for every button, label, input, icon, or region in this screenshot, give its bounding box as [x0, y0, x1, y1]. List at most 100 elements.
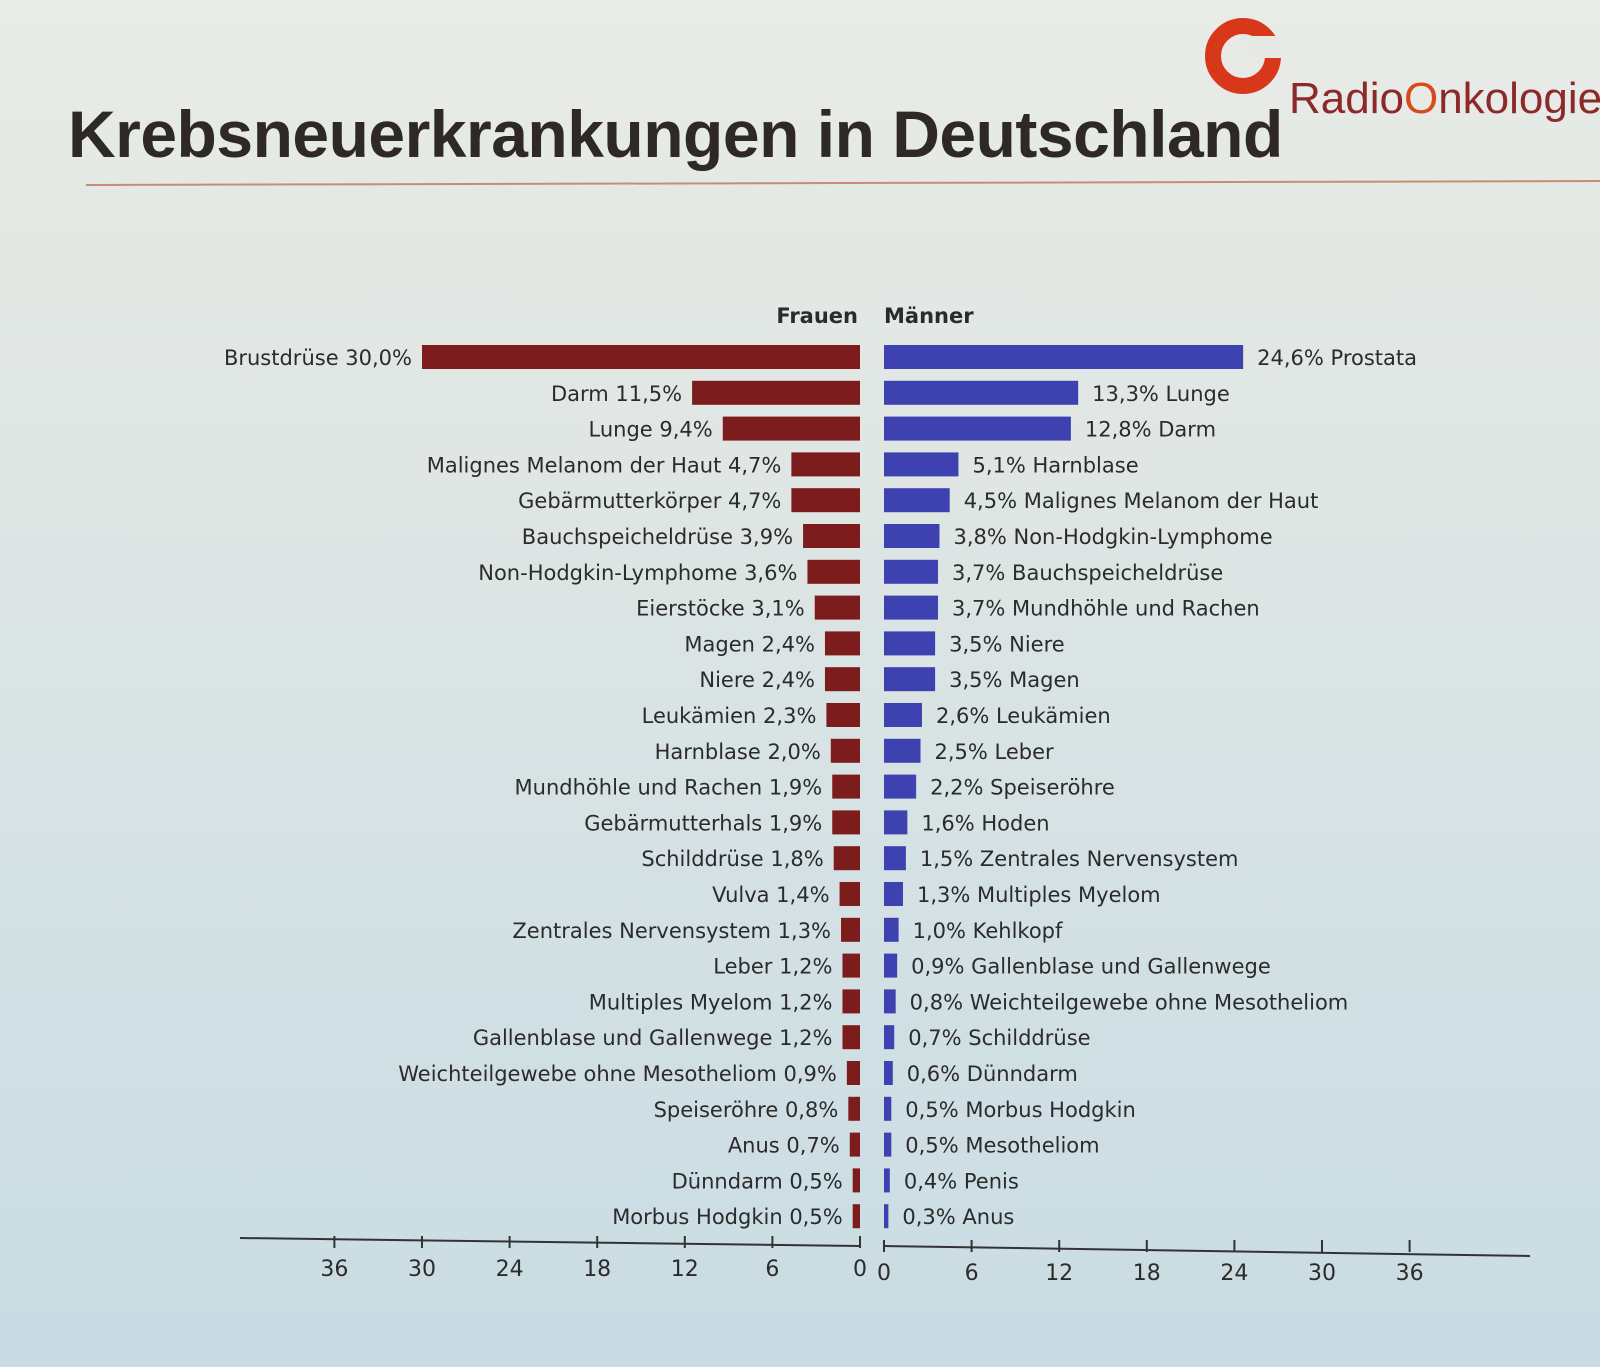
bar-frauen [422, 345, 860, 369]
bar-label-frauen: Malignes Melanom der Haut 4,7% [427, 453, 782, 477]
bar-label-frauen: Lunge 9,4% [589, 418, 713, 442]
bar-label-frauen: Leber 1,2% [713, 955, 832, 979]
bar-maenner [884, 559, 939, 584]
bar-frauen [832, 810, 860, 835]
bar-maenner [884, 846, 906, 871]
bar-frauen [807, 559, 860, 584]
bar-label-maenner: 3,7% Bauchspeicheldrüse [952, 561, 1223, 585]
bar-label-frauen: Gebärmutterhals 1,9% [584, 811, 822, 835]
axis-line-maenner [883, 1245, 1531, 1257]
bar-label-frauen: Gebärmutterkörper 4,7% [518, 489, 781, 513]
bar-maenner [884, 595, 939, 620]
bar-label-maenner: 13,3% Lunge [1092, 382, 1230, 406]
bar-label-maenner: 1,3% Multiples Myelom [917, 883, 1161, 907]
bar-label-maenner: 0,5% Mesotheliom [905, 1134, 1099, 1158]
bar-label-frauen: Schilddrüse 1,8% [641, 847, 823, 871]
bar-label-maenner: 0,9% Gallenblase und Gallenwege [911, 955, 1271, 979]
bar-frauen [826, 703, 860, 727]
bar-label-maenner: 3,7% Mundhöhle und Rachen [952, 597, 1260, 621]
bar-label-maenner: 1,5% Zentrales Nervensystem [920, 847, 1239, 871]
bar-maenner [884, 416, 1071, 441]
bar-label-maenner: 4,5% Malignes Melanom der Haut [964, 489, 1319, 513]
bar-maenner [884, 452, 959, 477]
bar-maenner [884, 882, 903, 906]
bar-label-frauen: Multiples Myelom 1,2% [589, 990, 833, 1014]
bar-maenner [884, 1168, 890, 1193]
tick-label-maenner: 6 [965, 1261, 979, 1286]
bar-label-maenner: 0,5% Morbus Hodgkin [905, 1098, 1136, 1122]
bar-label-frauen: Brustdrüse 30,0% [224, 346, 412, 370]
logo-text: RadioOnkologieN [1289, 74, 1600, 123]
tick-label-frauen: 24 [496, 1257, 524, 1282]
bar-label-maenner: 0,6% Dünndarm [907, 1062, 1078, 1086]
bar-label-frauen: Non-Hodgkin-Lymphome 3,6% [478, 561, 797, 585]
tick-label-frauen: 0 [853, 1257, 867, 1282]
bar-frauen [832, 774, 860, 799]
bar-label-frauen: Harnblase 2,0% [655, 740, 821, 764]
bar-label-frauen: Darm 11,5% [551, 382, 682, 406]
bar-maenner [884, 1061, 893, 1085]
bar-frauen [824, 667, 860, 692]
bar-label-frauen: Zentrales Nervensystem 1,3% [512, 919, 831, 943]
bar-label-maenner: 3,5% Magen [949, 668, 1080, 692]
tick-label-frauen: 12 [671, 1257, 699, 1282]
bar-label-maenner: 1,6% Hoden [921, 811, 1049, 835]
tick-label-maenner: 18 [1133, 1261, 1161, 1286]
page-title: Krebsneuerkrankungen in Deutschland [68, 97, 1283, 171]
bar-frauen [830, 738, 860, 763]
tick-label-maenner: 0 [877, 1261, 891, 1286]
tick-label-maenner: 36 [1396, 1261, 1424, 1286]
bar-maenner [884, 667, 936, 692]
bar-frauen [692, 380, 860, 405]
bar-label-maenner: 12,8% Darm [1085, 418, 1216, 442]
bar-label-maenner: 0,8% Weichteilgewebe ohne Mesotheliom [910, 990, 1349, 1014]
tick-label-maenner: 12 [1045, 1261, 1073, 1286]
legend-maenner: Männer [884, 304, 974, 328]
bar-label-frauen: Anus 0,7% [728, 1134, 840, 1158]
tick-label-frauen: 18 [583, 1257, 611, 1282]
bar-label-maenner: 0,4% Penis [904, 1169, 1019, 1193]
bar-maenner [884, 345, 1244, 369]
bar-frauen [814, 595, 860, 620]
bar-frauen [846, 1061, 860, 1085]
bar-maenner [884, 953, 898, 978]
bar-label-frauen: Weichteilgewebe ohne Mesotheliom 0,9% [398, 1062, 837, 1086]
bar-maenner [884, 1096, 892, 1121]
bar-frauen [849, 1132, 860, 1157]
bar-maenner [884, 774, 917, 799]
bar-label-maenner: 3,5% Niere [949, 632, 1065, 656]
logo: RadioOnkologieN [1205, 8, 1600, 128]
bar-label-frauen: Leukämien 2,3% [642, 704, 817, 728]
bar-label-frauen: Vulva 1,4% [712, 883, 829, 907]
bar-frauen [791, 488, 860, 513]
bar-label-frauen: Magen 2,4% [684, 632, 815, 656]
bar-maenner [884, 989, 896, 1014]
bar-maenner [884, 1204, 889, 1229]
tick-label-maenner: 24 [1220, 1261, 1248, 1286]
bar-label-maenner: 24,6% Prostata [1257, 346, 1417, 370]
bar-maenner [884, 488, 950, 513]
bar-maenner [884, 703, 922, 727]
bar-label-maenner: 2,2% Speiseröhre [930, 776, 1115, 800]
bar-label-frauen: Mundhöhle und Rachen 1,9% [515, 776, 823, 800]
bar-maenner [884, 1132, 892, 1157]
bar-frauen [791, 452, 860, 477]
bar-maenner [884, 631, 936, 656]
bar-label-maenner: 3,8% Non-Hodgkin-Lymphome [953, 525, 1272, 549]
bar-frauen [842, 953, 860, 978]
bar-frauen [833, 846, 860, 871]
bar-label-frauen: Gallenblase und Gallenwege 1,2% [473, 1026, 833, 1050]
logo-ring-icon [1205, 18, 1281, 94]
bar-frauen [841, 917, 860, 942]
bar-label-frauen: Speiseröhre 0,8% [654, 1098, 839, 1122]
bar-maenner [884, 917, 899, 942]
legend-frauen: Frauen [776, 304, 858, 328]
bar-label-maenner: 1,0% Kehlkopf [913, 919, 1063, 943]
bar-label-maenner: 2,6% Leukämien [936, 704, 1111, 728]
bar-label-frauen: Morbus Hodgkin 0,5% [612, 1205, 843, 1229]
bar-maenner [884, 810, 908, 835]
tick-label-frauen: 36 [320, 1257, 348, 1282]
bar-label-frauen: Niere 2,4% [699, 668, 815, 692]
bar-maenner [884, 524, 940, 548]
